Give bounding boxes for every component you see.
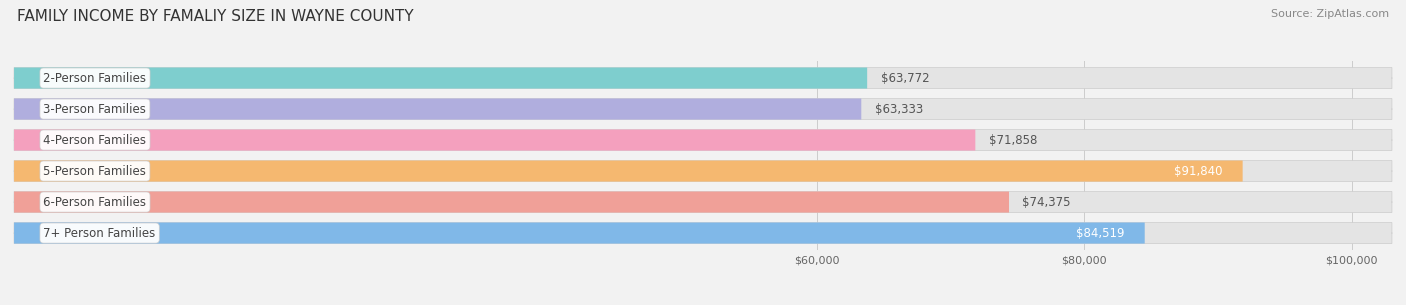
Text: 6-Person Families: 6-Person Families: [44, 196, 146, 209]
FancyBboxPatch shape: [14, 160, 1392, 181]
FancyBboxPatch shape: [14, 192, 1392, 213]
Text: 4-Person Families: 4-Person Families: [44, 134, 146, 146]
FancyBboxPatch shape: [14, 160, 1243, 181]
FancyBboxPatch shape: [14, 67, 1392, 88]
Text: $91,840: $91,840: [1174, 165, 1223, 178]
Text: 7+ Person Families: 7+ Person Families: [44, 227, 156, 239]
Text: 3-Person Families: 3-Person Families: [44, 102, 146, 116]
FancyBboxPatch shape: [14, 223, 1144, 244]
Text: $84,519: $84,519: [1076, 227, 1125, 239]
FancyBboxPatch shape: [14, 99, 862, 120]
Text: $71,858: $71,858: [988, 134, 1038, 146]
Text: 5-Person Families: 5-Person Families: [44, 165, 146, 178]
FancyBboxPatch shape: [14, 99, 1392, 120]
FancyBboxPatch shape: [14, 223, 1392, 244]
Text: $63,772: $63,772: [880, 72, 929, 84]
Text: Source: ZipAtlas.com: Source: ZipAtlas.com: [1271, 9, 1389, 19]
FancyBboxPatch shape: [14, 130, 1392, 151]
FancyBboxPatch shape: [14, 192, 1010, 213]
FancyBboxPatch shape: [14, 130, 976, 151]
Text: $74,375: $74,375: [1022, 196, 1071, 209]
Text: $63,333: $63,333: [875, 102, 922, 116]
Text: 2-Person Families: 2-Person Families: [44, 72, 146, 84]
Text: FAMILY INCOME BY FAMALIY SIZE IN WAYNE COUNTY: FAMILY INCOME BY FAMALIY SIZE IN WAYNE C…: [17, 9, 413, 24]
FancyBboxPatch shape: [14, 67, 868, 88]
